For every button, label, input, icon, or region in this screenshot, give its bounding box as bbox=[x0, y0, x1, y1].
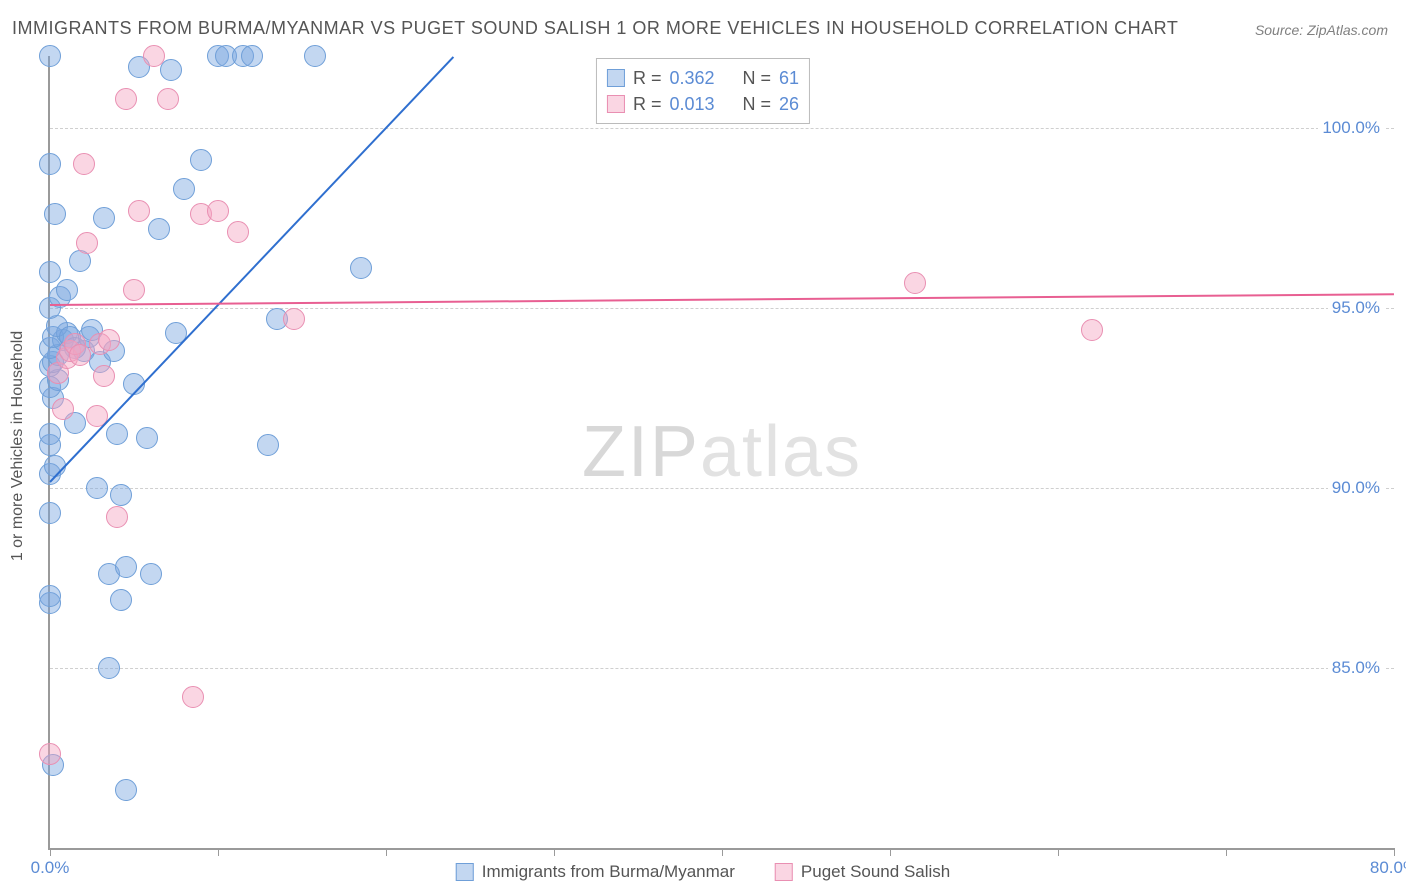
data-point bbox=[128, 200, 150, 222]
data-point bbox=[73, 153, 95, 175]
data-point bbox=[123, 279, 145, 301]
y-tick-label: 90.0% bbox=[1328, 478, 1384, 498]
y-tick-label: 95.0% bbox=[1328, 298, 1384, 318]
bottom-legend: Immigrants from Burma/Myanmar Puget Sound… bbox=[456, 862, 951, 882]
legend-label: Immigrants from Burma/Myanmar bbox=[482, 862, 735, 882]
data-point bbox=[143, 45, 165, 67]
n-value: 61 bbox=[779, 65, 799, 91]
gridline bbox=[50, 668, 1394, 669]
data-point bbox=[98, 657, 120, 679]
x-tick-label: 80.0% bbox=[1370, 858, 1406, 878]
gridline bbox=[50, 128, 1394, 129]
y-axis-label: 1 or more Vehicles in Household bbox=[9, 331, 27, 561]
data-point bbox=[1081, 319, 1103, 341]
data-point bbox=[283, 308, 305, 330]
data-point bbox=[39, 743, 61, 765]
data-point bbox=[39, 423, 61, 445]
x-tick bbox=[218, 848, 219, 856]
data-point bbox=[115, 556, 137, 578]
legend-label: Puget Sound Salish bbox=[801, 862, 950, 882]
stats-legend: R = 0.362 N = 61 R = 0.013 N = 26 bbox=[596, 58, 810, 124]
r-label: R = bbox=[633, 91, 662, 117]
x-tick bbox=[1058, 848, 1059, 856]
data-point bbox=[110, 589, 132, 611]
data-point bbox=[190, 149, 212, 171]
data-point bbox=[52, 398, 74, 420]
data-point bbox=[69, 344, 91, 366]
legend-swatch bbox=[775, 863, 793, 881]
data-point bbox=[136, 427, 158, 449]
legend-item: Immigrants from Burma/Myanmar bbox=[456, 862, 735, 882]
gridline bbox=[50, 488, 1394, 489]
data-point bbox=[39, 502, 61, 524]
gridline bbox=[50, 308, 1394, 309]
data-point bbox=[110, 484, 132, 506]
r-value: 0.013 bbox=[669, 91, 714, 117]
data-point bbox=[98, 329, 120, 351]
data-point bbox=[904, 272, 926, 294]
legend-item: Puget Sound Salish bbox=[775, 862, 950, 882]
n-label: N = bbox=[743, 65, 772, 91]
data-point bbox=[227, 221, 249, 243]
y-tick-label: 85.0% bbox=[1328, 658, 1384, 678]
n-value: 26 bbox=[779, 91, 799, 117]
chart-title: IMMIGRANTS FROM BURMA/MYANMAR VS PUGET S… bbox=[12, 18, 1178, 39]
trend-line bbox=[50, 294, 1394, 307]
data-point bbox=[93, 207, 115, 229]
x-tick bbox=[1394, 848, 1395, 856]
data-point bbox=[86, 477, 108, 499]
data-point bbox=[106, 423, 128, 445]
data-point bbox=[56, 279, 78, 301]
x-tick bbox=[722, 848, 723, 856]
n-label: N = bbox=[743, 91, 772, 117]
y-tick-label: 100.0% bbox=[1318, 118, 1384, 138]
stats-row: R = 0.013 N = 26 bbox=[607, 91, 799, 117]
source-label: Source: ZipAtlas.com bbox=[1255, 22, 1388, 38]
data-point bbox=[207, 200, 229, 222]
watermark-bold: ZIP bbox=[582, 412, 700, 492]
x-tick bbox=[1226, 848, 1227, 856]
data-point bbox=[106, 506, 128, 528]
watermark: ZIPatlas bbox=[582, 411, 862, 493]
data-point bbox=[140, 563, 162, 585]
x-tick bbox=[890, 848, 891, 856]
trend-line bbox=[49, 56, 454, 482]
r-value: 0.362 bbox=[669, 65, 714, 91]
x-tick-label: 0.0% bbox=[31, 858, 70, 878]
r-label: R = bbox=[633, 65, 662, 91]
data-point bbox=[241, 45, 263, 67]
data-point bbox=[160, 59, 182, 81]
data-point bbox=[182, 686, 204, 708]
data-point bbox=[39, 585, 61, 607]
data-point bbox=[257, 434, 279, 456]
data-point bbox=[39, 45, 61, 67]
data-point bbox=[157, 88, 179, 110]
plot-area: ZIPatlas 85.0%90.0%95.0%100.0%0.0%80.0% bbox=[48, 56, 1394, 850]
x-tick bbox=[50, 848, 51, 856]
data-point bbox=[76, 232, 98, 254]
data-point bbox=[350, 257, 372, 279]
data-point bbox=[173, 178, 195, 200]
data-point bbox=[304, 45, 326, 67]
legend-swatch bbox=[607, 69, 625, 87]
data-point bbox=[115, 88, 137, 110]
watermark-thin: atlas bbox=[700, 412, 862, 492]
legend-swatch bbox=[607, 95, 625, 113]
x-tick bbox=[386, 848, 387, 856]
legend-swatch bbox=[456, 863, 474, 881]
data-point bbox=[115, 779, 137, 801]
data-point bbox=[148, 218, 170, 240]
data-point bbox=[39, 261, 61, 283]
stats-row: R = 0.362 N = 61 bbox=[607, 65, 799, 91]
data-point bbox=[39, 153, 61, 175]
x-tick bbox=[554, 848, 555, 856]
data-point bbox=[44, 203, 66, 225]
data-point bbox=[93, 365, 115, 387]
